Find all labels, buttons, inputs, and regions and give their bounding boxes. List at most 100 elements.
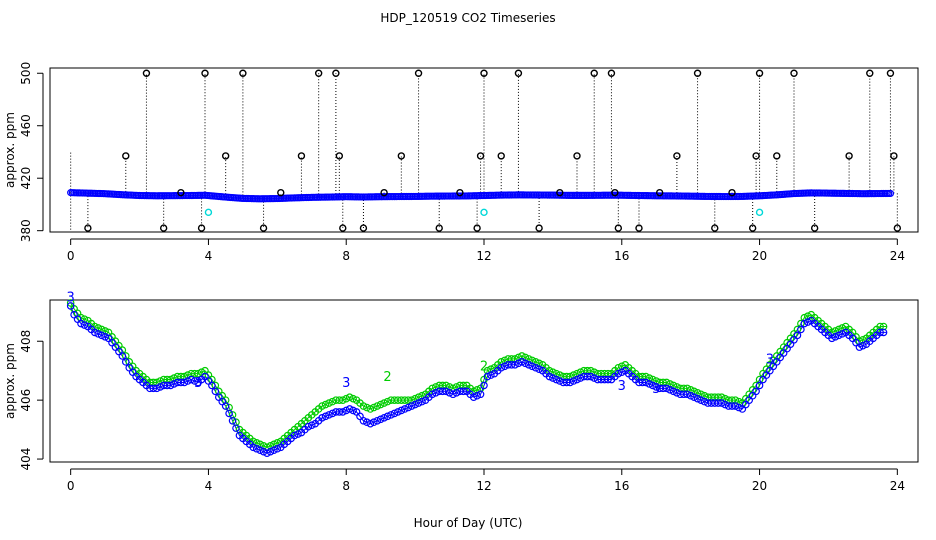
series-3-point xyxy=(590,374,599,382)
bottom-y-tick-label: 404 xyxy=(19,448,33,471)
bottom-x-tick-label: 20 xyxy=(752,479,767,493)
spike-point xyxy=(748,224,757,232)
series-3-point xyxy=(228,416,237,425)
series-marker-label: 3 xyxy=(618,379,626,394)
series-3-point xyxy=(404,403,413,412)
series-3-point xyxy=(225,409,233,418)
spike-point xyxy=(497,152,505,160)
series-3-point xyxy=(152,384,161,393)
series-marker-label: 3 xyxy=(766,352,774,367)
top-plot-frame xyxy=(49,67,919,233)
series-3-point xyxy=(645,380,654,388)
series-3-point xyxy=(583,372,592,381)
series-3-point xyxy=(803,318,812,326)
series-3-point xyxy=(797,325,805,334)
bottom-x-tick-label: 4 xyxy=(205,479,213,493)
bottom-plot-frame xyxy=(49,299,919,463)
series-3-point xyxy=(383,412,392,421)
spike-point xyxy=(614,224,623,232)
spike-point xyxy=(886,69,895,77)
series-3-point xyxy=(728,402,736,410)
series-3-point xyxy=(335,408,344,416)
series-2-point xyxy=(380,399,388,407)
series-3-point xyxy=(876,328,884,337)
series-3-point xyxy=(273,444,282,453)
series-3-point xyxy=(163,381,171,390)
spike-point xyxy=(201,69,209,77)
spike-point xyxy=(711,224,719,232)
series-3-point xyxy=(449,390,457,399)
series-3-point xyxy=(638,378,647,387)
series-3-point xyxy=(576,374,585,382)
top-x-tick-label: 4 xyxy=(205,249,213,263)
spike-point xyxy=(473,224,481,232)
series-3-point xyxy=(249,443,258,452)
spike-point xyxy=(514,69,523,77)
series-3-point xyxy=(673,388,681,397)
series-3-point xyxy=(662,384,671,393)
series-3-point xyxy=(390,409,399,418)
spike-point xyxy=(435,224,443,232)
series-3-point xyxy=(77,319,85,328)
series-3-point xyxy=(735,403,743,412)
series-3-point xyxy=(497,363,506,372)
spike-point xyxy=(573,152,581,160)
series-2-point xyxy=(373,402,382,410)
series-2-point xyxy=(383,397,392,406)
series-3-point xyxy=(552,375,561,384)
spike-point xyxy=(197,224,206,232)
series-3-point xyxy=(528,362,537,371)
top-x-tick-label: 24 xyxy=(890,249,905,263)
spike-point xyxy=(476,152,485,160)
top-y-tick-label: 380 xyxy=(19,219,33,242)
series-3-point xyxy=(480,381,488,390)
series-3-point xyxy=(507,360,516,369)
spike-point xyxy=(755,69,764,77)
spike-point xyxy=(239,69,247,77)
spike-point xyxy=(535,224,543,232)
series-3-point xyxy=(573,375,581,384)
top-y-tick-label: 420 xyxy=(19,167,33,190)
series-3-point xyxy=(838,330,847,338)
top-x-tick-label: 0 xyxy=(67,249,75,263)
spike-point xyxy=(635,224,643,232)
baseline-point xyxy=(886,189,895,198)
series-3-point xyxy=(431,388,440,397)
series-3-point xyxy=(307,421,316,429)
spike-point xyxy=(339,224,347,232)
series-3-point xyxy=(256,446,264,455)
series-2-point xyxy=(338,396,347,404)
series-marker-label: 3 xyxy=(342,376,350,391)
series-3-point xyxy=(387,411,395,419)
top-x-tick-label: 12 xyxy=(476,249,491,263)
series-3-point xyxy=(345,405,354,413)
spike-point xyxy=(177,188,185,197)
series-3-point xyxy=(642,378,650,387)
spike-point xyxy=(335,152,344,160)
series-3-point xyxy=(414,399,423,407)
series-3-point xyxy=(666,386,674,394)
series-3-point xyxy=(555,377,564,385)
cyan-point xyxy=(755,208,764,217)
series-3-point xyxy=(118,352,127,360)
top-x-tick-label: 8 xyxy=(342,249,350,263)
spike-point xyxy=(752,152,760,160)
series-3-point xyxy=(545,372,554,381)
series-3-point xyxy=(380,414,388,422)
series-3-point xyxy=(94,330,103,338)
spike-point xyxy=(397,152,406,160)
series-3-point xyxy=(693,394,702,403)
series-3-point xyxy=(586,372,595,381)
series-marker-label: 3 xyxy=(67,290,75,305)
top-panel-y-axis-label: approx. ppm xyxy=(3,112,17,188)
series-2-point xyxy=(318,402,326,410)
spike-point xyxy=(359,224,368,232)
figure-x-axis-label: Hour of Day (UTC) xyxy=(414,516,523,530)
spike-point xyxy=(380,188,388,197)
series-3-point xyxy=(304,422,313,431)
series-3-point xyxy=(190,377,199,385)
series-3-point xyxy=(800,319,809,328)
spike-point xyxy=(456,188,464,197)
bottom-x-tick-label: 8 xyxy=(342,479,350,493)
